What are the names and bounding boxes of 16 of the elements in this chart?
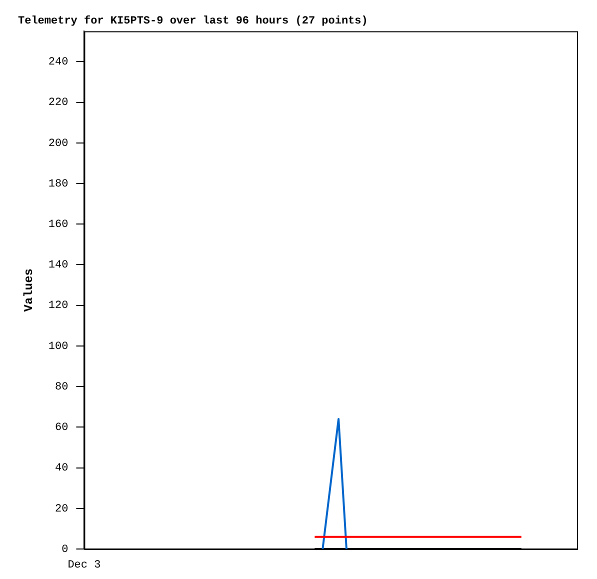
y-tick-label: 200: [48, 138, 68, 150]
y-axis-title: Values: [22, 268, 36, 312]
y-tick-label: 40: [55, 462, 68, 475]
y-tick-label: 180: [48, 178, 68, 190]
y-tick-label: 80: [55, 381, 68, 394]
y-tick-label: 140: [48, 260, 68, 272]
y-tick-label: 160: [48, 219, 68, 232]
chart-title: Telemetry for KI5PTS-9 over last 96 hours (27 points): [18, 14, 368, 28]
y-tick-label: 20: [55, 503, 68, 516]
y-tick-label: 120: [48, 300, 68, 312]
text: Dec 3: [68, 559, 101, 572]
y-tick-label: 220: [48, 97, 68, 110]
y-tick-label: 0: [62, 544, 68, 556]
y-tick-label: 60: [55, 422, 68, 434]
y-tick-label: 240: [48, 56, 68, 69]
y-tick-label: 100: [48, 340, 68, 353]
